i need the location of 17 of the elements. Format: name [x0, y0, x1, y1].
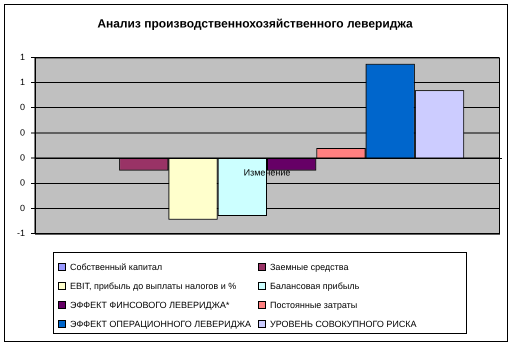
legend-label: Заемные средства	[270, 262, 348, 272]
legend-label: Балансовая прибыль	[270, 280, 360, 290]
y-tick-label: 1	[20, 77, 25, 88]
legend-label: ЭФФЕКТ ОПЕРАЦИОННОГО ЛЕВЕРИДЖА	[70, 318, 252, 328]
y-tick-label: 0	[20, 127, 25, 138]
legend-label: EBIT, прибыль до выплаты налогов и %	[70, 280, 236, 290]
legend-label: ЭФФЕКТ ФИНСОВОГО ЛЕВЕРИДЖА*	[70, 300, 230, 310]
legend-label: УРОВЕНЬ СОВОКУПНОГО РИСКА	[270, 318, 417, 328]
y-tick-label: 0	[20, 102, 25, 112]
legend-label: Собственный капитал	[70, 262, 162, 272]
legend-label: Постоянные затраты	[270, 300, 358, 310]
y-tick-label: -1	[16, 228, 25, 238]
y-tick-label: 1	[20, 52, 25, 62]
y-tick-label: 0	[20, 202, 25, 213]
chart-title: Анализ производственнохозяйственного левериджа	[97, 16, 413, 31]
y-tick-label: 0	[20, 178, 25, 188]
y-tick-label: 0	[20, 152, 25, 163]
